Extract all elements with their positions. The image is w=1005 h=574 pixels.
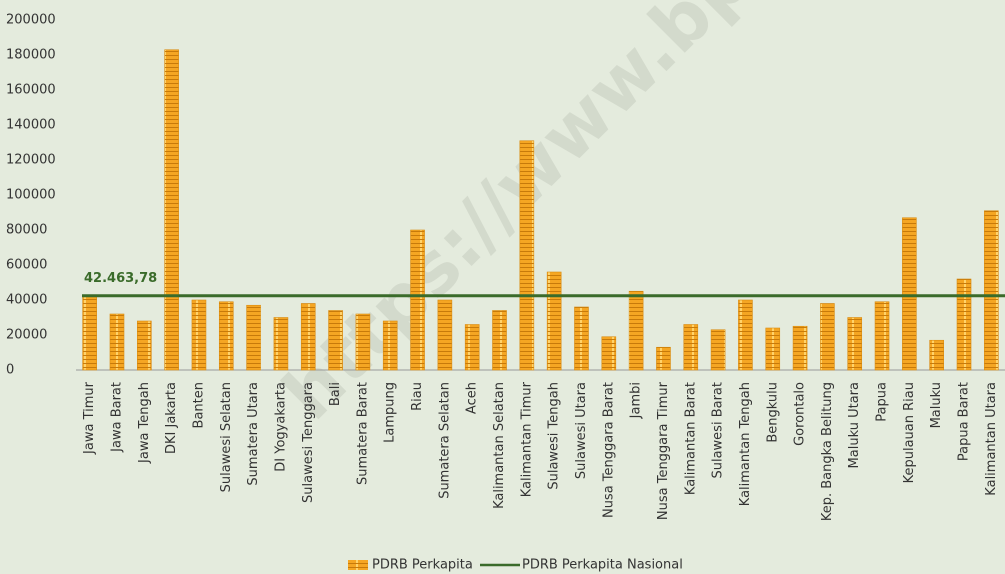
bar [957,279,971,370]
x-tick-label: Jawa Barat [109,382,124,453]
bar [547,272,561,370]
reference-label: 42.463,78 [84,271,157,286]
bar [438,300,452,370]
x-tick-label: DI Yogyakarta [273,382,288,472]
bar [820,304,834,371]
page: https://www.bp 0200004000060000800001000… [0,0,1005,574]
bar [766,328,780,370]
x-tick-label: DKI Jakarta [164,382,179,454]
x-tick-label: Jambi [629,382,644,419]
x-tick-label: Sulawesi Barat [711,382,726,479]
bar [411,230,425,370]
x-tick-label: Kepulauan Riau [902,382,917,483]
bar [930,340,944,370]
x-tick-label: Nusa Tenggara Barat [601,382,616,518]
bar [902,218,916,370]
x-tick-label: Banten [191,382,206,428]
x-tick-label: Sumatera Selatan [437,382,452,499]
bar [875,302,889,370]
bar [192,300,206,370]
x-tick-label: Riau [410,382,425,411]
x-tick-label: Sulawesi Selatan [219,382,234,492]
y-tick-label: 80000 [6,223,47,238]
y-tick-label: 40000 [6,293,47,308]
bar [465,325,479,371]
x-tick-label: Maluku Utara [847,382,862,468]
bar [274,318,288,371]
bar [110,314,124,370]
x-tick-label: Sulawesi Tengah [547,382,562,490]
x-tick-label: Maluku [929,382,944,428]
bar [574,307,588,370]
bar [356,314,370,370]
x-tick-label: Sulawesi Tenggara [301,382,316,503]
legend-swatch [348,560,368,570]
y-tick-label: 140000 [6,118,56,133]
bar [629,291,643,370]
x-tick-label: Bengkulu [765,382,780,443]
x-tick-label: Papua [875,382,890,422]
chart: https://www.bp 0200004000060000800001000… [0,0,1005,574]
bar [493,311,507,371]
x-tick-label: Kalimantan Tengah [738,382,753,506]
x-tick-label: Kalimantan Barat [683,382,698,495]
x-tick-label: Sumatera Barat [355,382,370,485]
x-tick-label: Sumatera Utara [246,382,261,486]
y-tick-label: 20000 [6,328,47,343]
bar [165,50,179,370]
bar [656,347,670,370]
legend-label: PDRB Perkapita Nasional [522,558,683,573]
bar [711,330,725,370]
bar [520,141,534,370]
y-tick-label: 100000 [6,188,56,203]
x-tick-label: Papua Barat [957,382,972,461]
x-tick-label: Kep. Bangka Belitung [820,382,835,521]
bar [848,318,862,371]
bar [383,321,397,370]
y-tick-label: 120000 [6,153,56,168]
bar [247,305,261,370]
bar [301,304,315,371]
bar [793,326,807,370]
y-tick-label: 0 [6,363,14,378]
bar [329,311,343,371]
bar [738,300,752,370]
y-tick-label: 200000 [6,13,56,28]
x-tick-label: Sulawesi Utara [574,382,589,479]
bar [984,211,998,370]
bar [219,302,233,370]
x-tick-label: Gorontalo [793,382,808,446]
x-tick-label: Kalimantan Utara [984,382,999,496]
bar [602,337,616,370]
y-tick-label: 60000 [6,258,47,273]
bar [684,325,698,371]
x-tick-label: Bali [328,382,343,406]
legend-label: PDRB Perkapita [372,558,473,573]
x-tick-label: Nusa Tenggara Timur [656,381,671,520]
x-tick-label: Jawa Timur [82,381,97,455]
bar [137,321,151,370]
y-tick-label: 180000 [6,48,56,63]
x-tick-label: Lampung [383,382,398,443]
x-tick-label: Kalimantan Selatan [492,382,507,509]
y-tick-label: 160000 [6,83,56,98]
x-tick-label: Aceh [465,382,480,414]
bar [83,297,97,371]
x-tick-label: Jawa Tengah [137,382,152,464]
x-tick-label: Kalimantan Timur [519,381,534,497]
